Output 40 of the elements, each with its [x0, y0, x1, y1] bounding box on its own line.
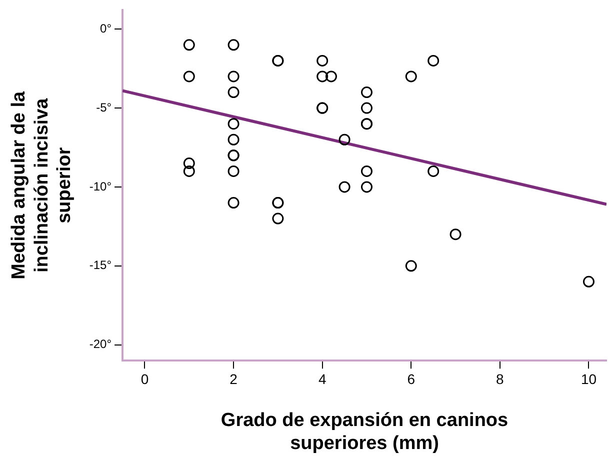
x-tick-label: 0: [140, 370, 149, 387]
point: [316, 70, 328, 82]
point: [228, 197, 240, 209]
x-tick-label: 6: [407, 370, 416, 387]
x-tick-label: 2: [230, 370, 238, 387]
point: [228, 165, 240, 177]
y-axis-title: Medida angular de la inclinación incisiva superior: [8, 91, 76, 280]
point: [325, 70, 337, 82]
point: [228, 118, 240, 130]
x-axis-title: Grado de expansión en caninos superiores (mm): [220, 410, 508, 454]
point: [428, 54, 440, 66]
point: [405, 260, 417, 272]
point: [360, 165, 372, 177]
point: [228, 70, 240, 82]
y-tick-label: -20°: [89, 337, 112, 352]
point: [338, 134, 350, 146]
y-tick-label: 0°: [100, 21, 112, 36]
y-tick-label: -15°: [89, 258, 112, 272]
point: [582, 276, 594, 288]
point: [228, 39, 240, 51]
point: [228, 86, 240, 98]
point: [183, 39, 195, 51]
point: [183, 70, 195, 82]
point: [360, 181, 372, 193]
y-tick-label: -5°: [96, 100, 112, 114]
x-tick-label: 10: [580, 370, 597, 387]
point: [360, 102, 372, 114]
point: [316, 54, 328, 66]
point: [183, 165, 195, 177]
point: [405, 70, 417, 82]
y-tick-label: -10°: [89, 179, 112, 194]
point: [450, 228, 462, 240]
point: [183, 158, 195, 170]
point: [428, 165, 440, 177]
x-tick-label: 8: [496, 370, 504, 387]
point: [338, 181, 350, 193]
point: [228, 134, 240, 146]
point: [272, 212, 284, 224]
point: [360, 86, 372, 98]
x-tick-label: 4: [318, 370, 326, 387]
